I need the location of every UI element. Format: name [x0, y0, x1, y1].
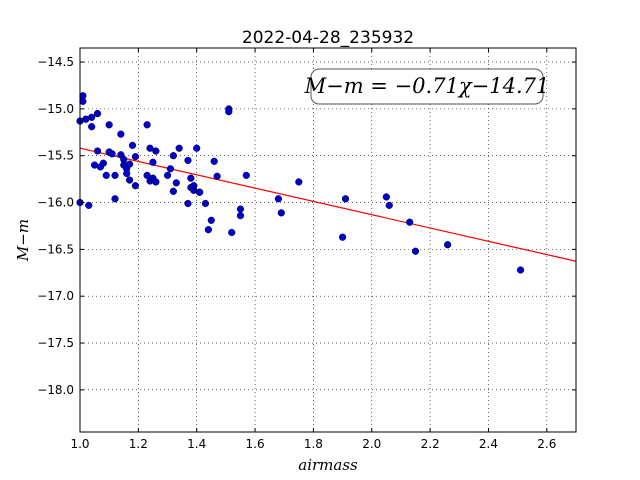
x-tick-label: 2.4 — [479, 437, 498, 451]
data-point — [88, 113, 96, 121]
x-tick-label: 1.8 — [304, 437, 323, 451]
x-tick-label: 1.2 — [129, 437, 148, 451]
data-point — [111, 171, 119, 179]
grid — [79, 48, 576, 432]
data-point — [382, 193, 390, 201]
data-point — [105, 121, 113, 129]
data-point — [123, 169, 131, 178]
data-point — [169, 187, 177, 195]
data-point — [295, 178, 303, 186]
data-point — [193, 144, 201, 152]
data-point — [143, 171, 151, 179]
data-point — [225, 108, 233, 116]
data-point — [99, 159, 107, 167]
y-tick-label: −18.0 — [37, 383, 74, 397]
x-tick-label: 2.2 — [421, 437, 440, 451]
data-point — [184, 199, 192, 208]
data-point — [187, 174, 195, 182]
data-point — [79, 97, 87, 105]
data-point — [93, 147, 102, 155]
data-point — [341, 195, 350, 203]
data-point — [143, 121, 151, 129]
y-tick-labels: −14.5 −15.0 −15.5 −16.0 −16.5 −17.0 −17.5 −18.0 — [37, 55, 74, 397]
data-point — [385, 201, 393, 209]
data-point — [172, 179, 180, 187]
y-tick-label: −15.0 — [37, 102, 74, 116]
data-point — [210, 157, 218, 165]
x-tick-label: 1.6 — [246, 437, 265, 451]
y-tick-label: −15.5 — [37, 149, 74, 163]
data-point — [149, 158, 157, 166]
data-point — [152, 147, 160, 155]
data-point — [169, 152, 177, 160]
y-axis-label: M−m — [14, 219, 32, 262]
data-point — [93, 109, 102, 118]
fit-line — [79, 147, 577, 262]
x-tick-label: 2.6 — [537, 437, 556, 451]
data-point — [111, 195, 119, 203]
data-point — [204, 226, 212, 234]
data-points — [76, 92, 525, 274]
data-point — [411, 247, 420, 255]
data-point — [175, 144, 183, 152]
data-point — [444, 241, 452, 249]
data-point — [196, 188, 204, 196]
plot-area — [80, 48, 576, 432]
y-tick-label: −17.0 — [37, 289, 74, 303]
x-tick-label: 1.4 — [187, 437, 206, 451]
data-point — [236, 212, 245, 220]
data-point — [102, 171, 110, 179]
fit-equation-label: M−m = −0.71χ−14.71 — [304, 74, 550, 98]
data-point — [126, 160, 134, 168]
x-tick-label: 2.0 — [362, 437, 381, 451]
x-tick-label: 1.0 — [70, 437, 89, 451]
y-tick-label: −14.5 — [37, 55, 74, 69]
data-point — [126, 176, 134, 184]
data-point — [516, 266, 525, 274]
data-point — [201, 199, 210, 208]
data-point — [152, 178, 160, 186]
y-tick-label: −17.5 — [37, 336, 74, 350]
data-point — [166, 165, 175, 173]
x-tick-labels: 1.0 1.2 1.4 1.6 1.8 2.0 2.2 2.4 2.6 — [70, 437, 556, 451]
data-point — [88, 123, 96, 131]
data-point — [190, 182, 198, 190]
data-point — [163, 171, 172, 179]
data-point — [131, 182, 140, 190]
data-point — [146, 144, 154, 152]
data-point — [277, 209, 285, 217]
data-point — [274, 195, 283, 203]
data-point — [108, 150, 116, 158]
data-point — [85, 201, 93, 209]
x-axis-label: airmass — [298, 456, 358, 474]
data-point — [338, 233, 347, 241]
y-tick-label: −16.0 — [37, 196, 74, 210]
data-point — [207, 216, 215, 224]
y-tick-label: −16.5 — [37, 242, 74, 256]
data-point — [184, 156, 192, 164]
data-point — [236, 205, 245, 213]
data-point — [213, 172, 221, 180]
annotation-box — [310, 68, 544, 105]
data-point — [228, 228, 236, 237]
fit-line-group — [79, 147, 577, 262]
data-point — [242, 171, 250, 179]
chart-title: 2022-04-28_235932 — [242, 28, 414, 48]
data-point — [128, 141, 137, 150]
data-point — [117, 130, 125, 138]
plot-frame — [79, 47, 577, 433]
ticks — [79, 48, 576, 432]
data-point — [131, 153, 140, 161]
data-point — [406, 218, 414, 226]
